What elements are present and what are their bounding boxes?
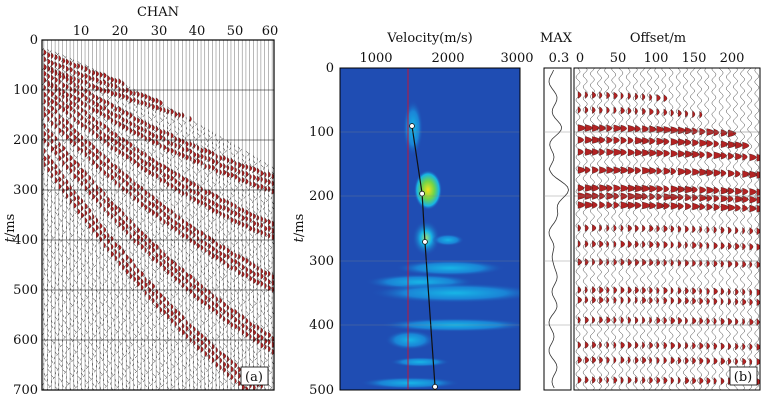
svg-text:(a): (a): [245, 370, 263, 385]
velocity-frame: [339, 67, 521, 391]
svg-text:(b): (b): [734, 370, 752, 385]
panel-a-frame: [41, 39, 275, 391]
panel-b-max: MAX 0.3: [540, 31, 573, 391]
x-tick: 10: [73, 24, 90, 39]
panel-b-tag: (b): [729, 366, 758, 386]
y-tick: 700: [13, 383, 38, 398]
offset-tick: 0: [576, 51, 584, 66]
velocity-title: Velocity(m/s): [386, 31, 472, 46]
y-tick: 200: [309, 189, 334, 204]
y-tick: 0: [30, 33, 38, 48]
velocity-tick: 1000: [359, 51, 392, 66]
y-tick: 300: [309, 254, 334, 269]
offset-frame: [573, 67, 761, 391]
svg-text:t/ms: t/ms: [292, 214, 307, 243]
y-tick: 400: [13, 233, 38, 248]
velocity-tick: 2000: [431, 51, 464, 66]
y-tick: 0: [326, 61, 334, 76]
y-tick: 500: [13, 283, 38, 298]
panel-b-velocity: Velocity(m/s) 1000 2000 3000 0 100 200 3…: [292, 31, 534, 398]
max-tick: 0.3: [549, 51, 570, 66]
velocity-pick: [422, 239, 428, 245]
x-tick: 20: [112, 24, 129, 39]
max-curve: [548, 69, 569, 389]
panel-a-tag: (a): [240, 366, 269, 386]
y-tick: 300: [13, 183, 38, 198]
shot-gather: [42, 40, 274, 390]
y-tick: 100: [309, 125, 334, 140]
x-tick: 60: [262, 24, 279, 39]
y-tick: 400: [309, 318, 334, 333]
velocity-pick: [409, 123, 415, 129]
svg-text:t/ms: t/ms: [3, 214, 18, 243]
panel-a: CHAN 10 20 30 40 50 60 0 100 200 300 400…: [3, 5, 278, 398]
offset-tick: 50: [610, 51, 627, 66]
y-tick: 600: [13, 333, 38, 348]
y-tick: 100: [13, 83, 38, 98]
panel-a-y-ticks: 0 100 200 300 400 500 600 700: [13, 33, 38, 398]
offset-tick: 150: [682, 51, 707, 66]
y-tick: 500: [309, 383, 334, 398]
panel-b-y-ticks: 0 100 200 300 400 500: [309, 61, 334, 398]
panel-a-x-ticks: 10 20 30 40 50 60: [73, 24, 279, 39]
velocity-tick: 3000: [500, 51, 533, 66]
x-tick: 40: [189, 24, 206, 39]
velocity-spectrum: [340, 68, 520, 390]
max-title: MAX: [540, 31, 573, 46]
x-tick: 30: [151, 24, 168, 39]
panel-b-offset: Offset/m 0 50 100 150 200 (b): [573, 31, 761, 391]
y-tick: 200: [13, 133, 38, 148]
panel-a-title: CHAN: [137, 5, 179, 20]
panel-a-ylabel: t/ms: [3, 214, 18, 243]
offset-tick: 200: [720, 51, 745, 66]
panel-b-ylabel: t/ms: [292, 214, 307, 243]
offset-tick: 100: [644, 51, 669, 66]
velocity-pick: [432, 383, 438, 390]
cmp-gather: [575, 68, 760, 390]
velocity-pick: [419, 190, 425, 197]
x-tick: 50: [227, 24, 244, 39]
offset-title: Offset/m: [630, 31, 686, 46]
